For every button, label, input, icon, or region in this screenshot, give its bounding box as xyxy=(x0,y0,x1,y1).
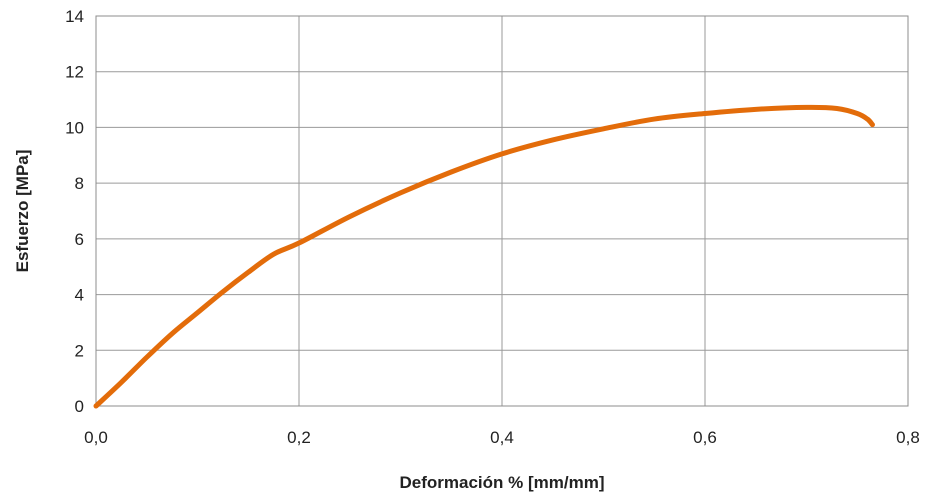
x-tick-label: 0,4 xyxy=(490,428,514,447)
y-tick-label: 12 xyxy=(65,63,84,82)
series-layer xyxy=(93,104,875,409)
y-axis-title: Esfuerzo [MPa] xyxy=(13,150,32,273)
y-tick-label: 4 xyxy=(75,286,84,305)
x-tick-label: 0,6 xyxy=(693,428,717,447)
grid-layer xyxy=(95,15,909,407)
tick-label-layer: 0 2 4 6 8 10 12 14 0,0 0,2 0,4 0,6 0,8 xyxy=(65,7,920,447)
x-axis-title: Deformación % [mm/mm] xyxy=(400,473,605,492)
y-tick-label: 14 xyxy=(65,7,84,26)
x-tick-label: 0,0 xyxy=(84,428,108,447)
series-line xyxy=(93,104,875,409)
y-tick-label: 10 xyxy=(65,118,84,137)
y-tick-label: 6 xyxy=(75,230,84,249)
plot-frame xyxy=(95,15,909,407)
y-tick-label: 0 xyxy=(75,397,84,416)
y-tick-label: 2 xyxy=(75,341,84,360)
x-tick-label: 0,8 xyxy=(896,428,920,447)
y-tick-label: 8 xyxy=(75,174,84,193)
x-tick-label: 0,2 xyxy=(287,428,311,447)
